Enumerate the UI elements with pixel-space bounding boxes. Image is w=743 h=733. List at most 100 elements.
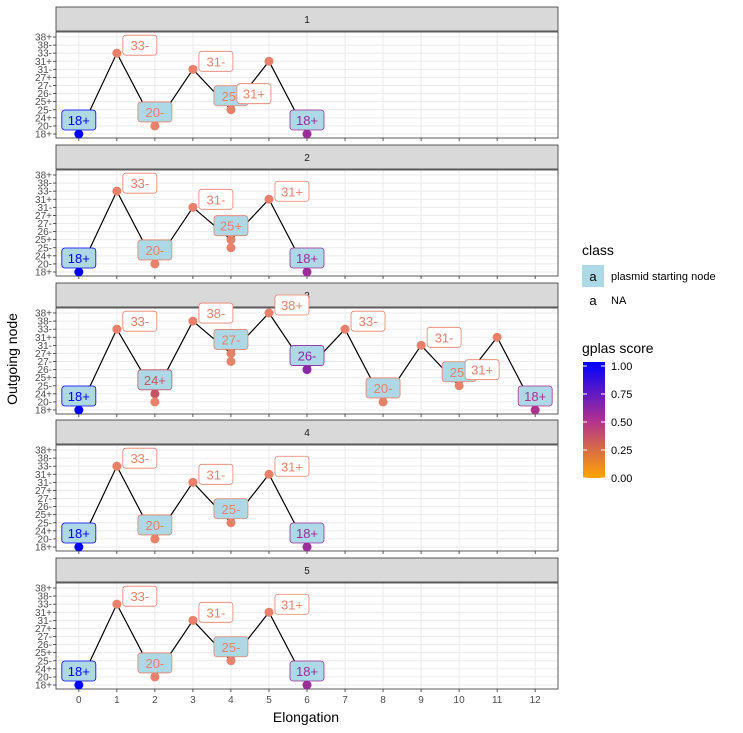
legend-class-title: class — [582, 242, 614, 258]
panels: 118+20-24+25-25+26-27-27+31-31+33-38-38+… — [35, 6, 559, 706]
y-tick-label: 18+ — [35, 406, 52, 417]
y-tick-label: 27+ — [35, 624, 52, 635]
data-label: 26- — [298, 349, 317, 364]
y-tick-label: 27- — [38, 632, 52, 643]
y-tick-label: 38- — [38, 592, 52, 603]
data-label-box — [213, 215, 249, 237]
data-label-box — [198, 601, 234, 623]
y-tick-label: 25- — [38, 656, 52, 667]
y-tick-label: 33- — [38, 49, 52, 60]
data-label: 25- — [222, 89, 241, 104]
y-tick-label: 38+ — [35, 309, 52, 320]
facet-panel: 118+20-24+25-25+26-27-27+31-31+33-38-38+… — [35, 6, 559, 141]
data-point — [226, 357, 236, 366]
y-tick-label: 38- — [38, 179, 52, 190]
y-tick-label: 33- — [38, 187, 52, 198]
y-tick-label: 27+ — [35, 211, 52, 222]
data-point — [74, 405, 84, 415]
data-label-box — [137, 652, 173, 674]
data-label: 18+ — [68, 526, 90, 541]
data-point — [112, 48, 122, 58]
y-tick-label: 31+ — [35, 333, 52, 344]
y-tick-label: 38+ — [35, 446, 52, 457]
y-tick-label: 20- — [38, 397, 52, 408]
data-point — [226, 656, 236, 666]
facet-panel: 518+20-24+25-25+26-27-27+31-31+33-38-38+… — [35, 557, 559, 706]
data-point — [302, 365, 312, 375]
data-point — [188, 316, 198, 326]
data-label: 31- — [435, 330, 454, 345]
data-label-box — [137, 369, 173, 391]
y-tick-label: 26- — [38, 89, 52, 100]
data-label: 24+ — [144, 373, 166, 388]
x-tick-label: 1 — [114, 695, 120, 706]
data-label: 20- — [145, 518, 164, 533]
y-tick-label: 38- — [38, 454, 52, 465]
colorbar-tick-label: 0.00 — [611, 473, 632, 485]
y-tick-label: 25- — [38, 243, 52, 254]
data-label: 25+ — [220, 219, 242, 234]
data-label-box — [236, 83, 272, 105]
x-tick-label: 7 — [342, 695, 348, 706]
y-tick-label: 31- — [38, 65, 52, 76]
y-axis-title: Outgoing node — [4, 313, 20, 405]
facet-strip-label: 2 — [304, 153, 310, 164]
data-point — [150, 389, 160, 399]
x-tick-label: 9 — [418, 695, 424, 706]
data-label-box — [426, 326, 462, 348]
data-label-box — [61, 109, 97, 131]
y-tick-label: 25- — [38, 381, 52, 392]
facet-strip — [55, 557, 559, 583]
x-tick-label: 5 — [266, 695, 272, 706]
y-tick-label: 27- — [38, 219, 52, 230]
data-label: 25- — [222, 640, 241, 655]
data-label: 20- — [374, 381, 393, 396]
data-label: 33- — [130, 176, 149, 191]
data-point — [264, 469, 274, 479]
data-label-box — [289, 522, 325, 544]
data-label-box — [365, 377, 401, 399]
data-label-box — [289, 660, 325, 682]
data-label: 18+ — [68, 389, 90, 404]
data-label: 31- — [207, 54, 226, 69]
data-label: 33- — [130, 38, 149, 53]
data-label: 27- — [222, 332, 241, 347]
facet-panel: 318+20-24+25-25+26-27-27+31-31+33-38-38+… — [35, 282, 559, 417]
data-label-box — [137, 514, 173, 536]
data-label: 18+ — [68, 664, 90, 679]
y-tick-label: 20- — [38, 534, 52, 545]
data-label-box — [274, 455, 310, 477]
data-point — [188, 477, 198, 487]
data-point — [302, 267, 312, 277]
legend-score-title: gplas score — [582, 340, 654, 356]
facet-panel: 418+20-24+25-25+26-27-27+31-31+33-38-38+… — [35, 419, 559, 554]
data-point — [74, 680, 84, 690]
data-label-box — [274, 593, 310, 615]
data-point — [74, 542, 84, 552]
y-tick-label: 26- — [38, 640, 52, 651]
x-tick-label: 8 — [380, 695, 386, 706]
data-label: 33- — [130, 314, 149, 329]
y-tick-label: 31- — [38, 616, 52, 627]
data-label-box — [350, 310, 386, 332]
legend-key: a — [589, 269, 597, 284]
facet-panel: 218+20-24+25-25+26-27-27+31-31+33-38-38+… — [35, 144, 559, 279]
y-tick-label: 25+ — [35, 97, 52, 108]
data-label-box — [61, 660, 97, 682]
facet-strip — [55, 6, 559, 32]
y-tick-label: 27+ — [35, 486, 52, 497]
y-tick-label: 27- — [38, 81, 52, 92]
data-label-box — [61, 247, 97, 269]
data-point — [112, 599, 122, 609]
y-tick-label: 25- — [38, 105, 52, 116]
data-point — [226, 243, 236, 253]
data-label-box — [274, 180, 310, 202]
legend-key: a — [589, 293, 597, 308]
y-tick-label: 31+ — [35, 195, 52, 206]
data-label-box — [61, 385, 97, 407]
data-label-box — [122, 585, 158, 607]
data-label: 31- — [207, 605, 226, 620]
data-point — [264, 607, 274, 617]
y-tick-label: 31- — [38, 478, 52, 489]
